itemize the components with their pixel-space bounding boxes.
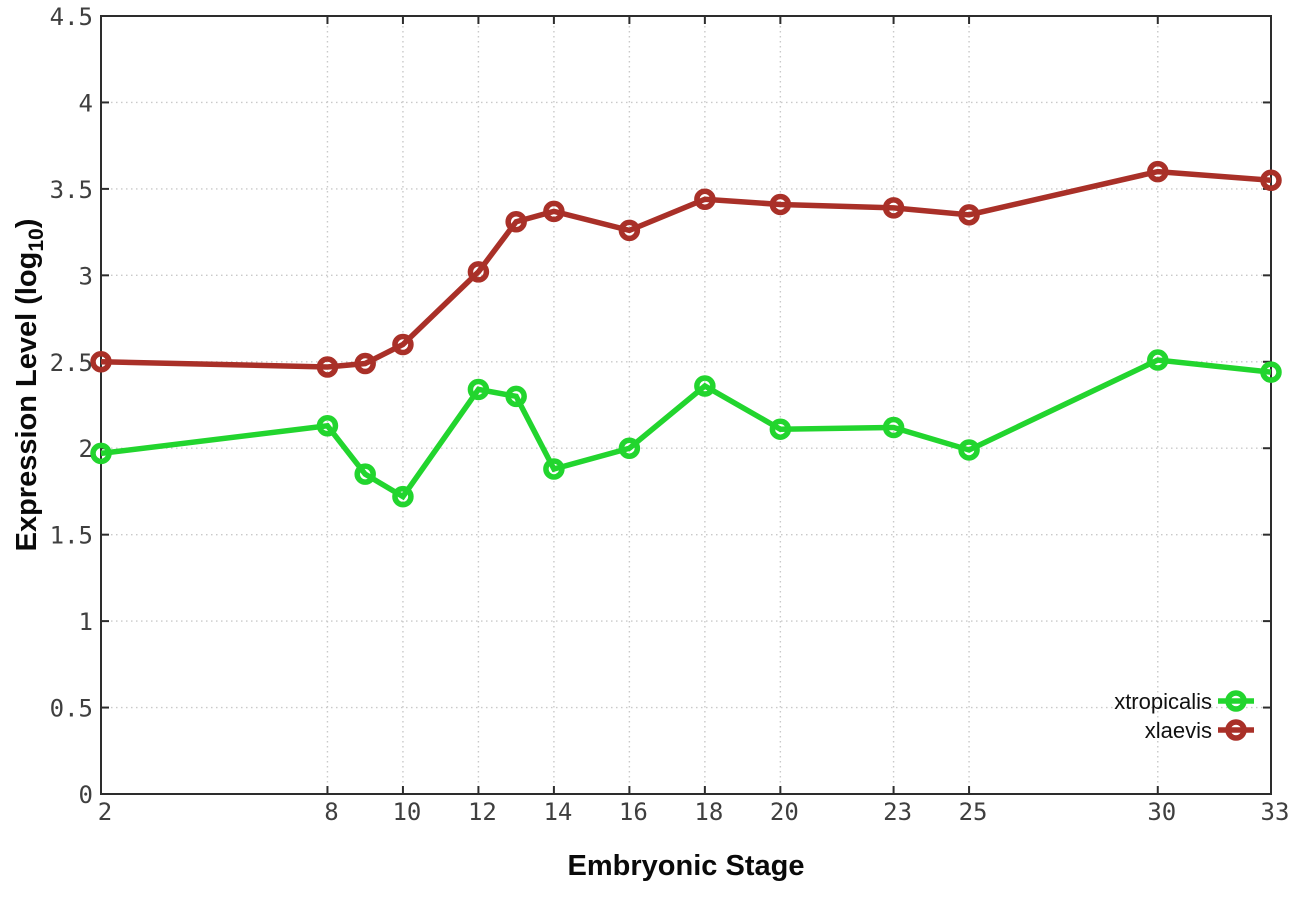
y-tick-label: 3.5 xyxy=(50,176,93,204)
x-tick-label: 20 xyxy=(770,798,799,826)
legend-markers xyxy=(1218,690,1254,741)
x-tick-label: 12 xyxy=(468,798,497,826)
data-point-xlaevis xyxy=(505,210,527,233)
y-tick-label: 4.5 xyxy=(50,3,93,31)
data-point-xlaevis xyxy=(467,261,490,283)
y-axis-title-subscript: 10 xyxy=(25,228,48,251)
x-tick-label: 33 xyxy=(1261,798,1290,826)
data-point-xlaevis xyxy=(958,204,980,226)
data-point-xtropicalis xyxy=(543,458,565,480)
y-axis-title-main: Expression Level (log xyxy=(11,252,43,552)
data-point-xtropicalis xyxy=(1147,349,1169,371)
data-point-xtropicalis xyxy=(354,463,376,485)
x-tick-label: 14 xyxy=(543,798,572,826)
x-tick-label: 10 xyxy=(392,798,421,826)
y-axis-title-close: ) xyxy=(11,219,43,229)
y-tick-label: 2 xyxy=(79,435,93,463)
data-point-xlaevis xyxy=(354,352,376,375)
data-point-xlaevis xyxy=(618,219,641,242)
y-tick-label: 1 xyxy=(79,608,93,636)
data-point-xlaevis xyxy=(1260,169,1282,191)
legend-marker-xtropicalis xyxy=(1225,690,1247,712)
y-tick-label: 0 xyxy=(79,781,93,809)
legend-label-xlaevis: xlaevis xyxy=(1145,718,1212,743)
y-tick-label: 3 xyxy=(79,262,93,290)
y-axis-title: Expression Level (log10) xyxy=(11,219,48,552)
data-point-xlaevis xyxy=(316,356,339,378)
x-tick-label: 23 xyxy=(883,798,912,826)
data-point-xtropicalis xyxy=(505,385,527,408)
x-tick-label: 2 xyxy=(98,798,112,826)
series-layer xyxy=(90,160,1282,508)
y-tick-label: 2.5 xyxy=(50,349,93,377)
x-tick-label: 8 xyxy=(324,798,338,826)
grid-layer xyxy=(101,16,1271,794)
data-point-xtropicalis xyxy=(882,416,905,439)
data-point-xtropicalis xyxy=(694,375,716,397)
y-tick-label: 1.5 xyxy=(50,522,93,550)
x-axis-title: Embryonic Stage xyxy=(568,850,805,882)
data-point-xlaevis xyxy=(882,197,905,219)
x-tick-label: 30 xyxy=(1147,798,1176,826)
data-point-xtropicalis xyxy=(90,442,112,465)
legend-label-xtropicalis: xtropicalis xyxy=(1114,689,1212,714)
data-point-xlaevis xyxy=(769,193,792,216)
data-point-xtropicalis xyxy=(958,439,980,461)
data-point-xtropicalis xyxy=(467,378,490,401)
data-point-xlaevis xyxy=(90,351,112,373)
x-tick-label: 25 xyxy=(959,798,988,826)
data-point-xtropicalis xyxy=(769,418,792,440)
data-point-xtropicalis xyxy=(392,485,414,508)
legend-marker-xlaevis xyxy=(1225,719,1247,741)
data-point-xtropicalis xyxy=(618,437,641,459)
x-tick-label: 18 xyxy=(694,798,723,826)
data-point-xlaevis xyxy=(694,188,716,211)
data-point-xlaevis xyxy=(1147,160,1169,183)
x-tick-label: 16 xyxy=(619,798,648,826)
series-line-xtropicalis xyxy=(100,357,1272,501)
tick-label-layer: 2 8 10 12 14 16 18 20 23 25 30 33 0 0.5 1 1.5 2 2.5 3 3.5 4 4… xyxy=(50,3,1290,826)
data-point-xtropicalis xyxy=(316,414,339,437)
series-line-xlaevis xyxy=(100,168,1272,370)
y-tick-label: 0.5 xyxy=(50,695,93,723)
data-point-xlaevis xyxy=(392,333,414,356)
legend: xtropicalis xlaevis xyxy=(1114,689,1254,743)
y-tick-label: 4 xyxy=(79,89,93,117)
data-point-xlaevis xyxy=(543,200,565,223)
plot-border xyxy=(100,15,1272,795)
data-point-xtropicalis xyxy=(1260,361,1282,383)
